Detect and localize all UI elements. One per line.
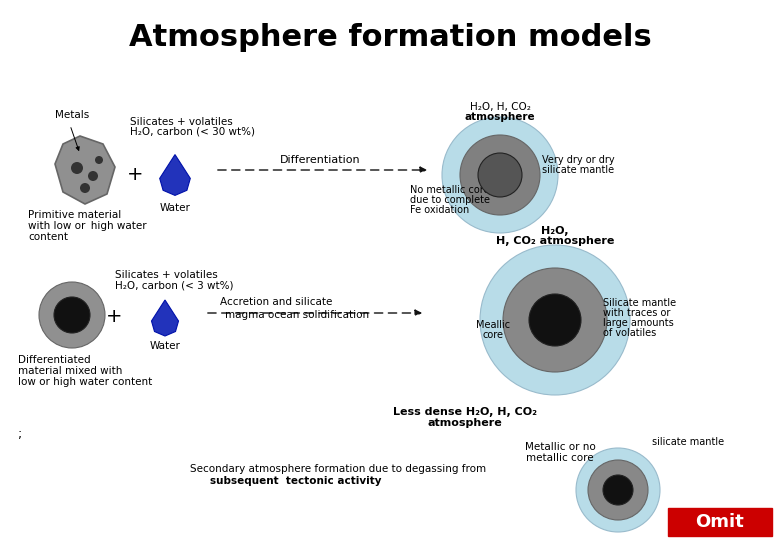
Circle shape (95, 156, 103, 164)
Text: H₂O, carbon (< 30 wt%): H₂O, carbon (< 30 wt%) (130, 127, 255, 137)
Text: of volatiles: of volatiles (603, 328, 656, 338)
Polygon shape (55, 136, 115, 204)
Text: Metallic or no: Metallic or no (525, 442, 595, 452)
Text: Atmosphere formation models: Atmosphere formation models (129, 24, 651, 52)
Text: Omit: Omit (696, 513, 744, 531)
Text: material mixed with: material mixed with (18, 366, 122, 376)
Text: Less dense H₂O, H, CO₂: Less dense H₂O, H, CO₂ (393, 407, 537, 417)
Text: No metallic core: No metallic core (410, 185, 490, 195)
Text: Silicate mantle: Silicate mantle (603, 298, 676, 308)
Text: silicate mantle: silicate mantle (542, 165, 614, 175)
Text: with low or  high water: with low or high water (28, 221, 147, 231)
Circle shape (54, 297, 90, 333)
Text: silicate mantle: silicate mantle (652, 437, 724, 447)
Circle shape (478, 153, 522, 197)
Circle shape (480, 245, 630, 395)
Text: large amounts: large amounts (603, 318, 674, 328)
Text: Secondary atmosphere formation due to degassing from: Secondary atmosphere formation due to de… (190, 464, 486, 474)
Circle shape (576, 448, 660, 532)
Text: H, CO₂ atmosphere: H, CO₂ atmosphere (496, 236, 614, 246)
Circle shape (503, 268, 607, 372)
Text: atmosphere: atmosphere (427, 418, 502, 428)
Text: due to complete: due to complete (410, 195, 490, 205)
Text: +: + (126, 165, 144, 184)
Text: core: core (483, 330, 504, 340)
Text: H₂O, carbon (< 3 wt%): H₂O, carbon (< 3 wt%) (115, 281, 233, 291)
Text: Very dry or dry: Very dry or dry (542, 155, 615, 165)
Circle shape (71, 162, 83, 174)
Text: metallic core: metallic core (526, 453, 594, 463)
Circle shape (588, 460, 648, 520)
Text: atmosphere: atmosphere (465, 112, 535, 122)
Text: Metals: Metals (55, 110, 89, 120)
Circle shape (603, 475, 633, 505)
Text: Differentiation: Differentiation (280, 155, 360, 165)
Circle shape (529, 294, 581, 346)
Polygon shape (160, 154, 190, 195)
Text: Fe oxidation: Fe oxidation (410, 205, 470, 215)
Text: content: content (28, 232, 68, 242)
Text: magma ocean solidification: magma ocean solidification (225, 310, 369, 320)
Text: Silicates + volatiles: Silicates + volatiles (115, 270, 218, 280)
Circle shape (80, 183, 90, 193)
Polygon shape (151, 300, 179, 336)
Text: ;: ; (18, 428, 23, 441)
Text: Water: Water (160, 203, 190, 213)
Circle shape (39, 282, 105, 348)
Text: Differentiated: Differentiated (18, 355, 90, 365)
Text: H₂O,: H₂O, (541, 226, 569, 236)
Text: Primitive material: Primitive material (28, 210, 121, 220)
Text: Silicates + volatiles: Silicates + volatiles (130, 117, 232, 127)
Text: Accretion and silicate: Accretion and silicate (220, 297, 332, 307)
Circle shape (442, 117, 558, 233)
FancyBboxPatch shape (668, 508, 772, 536)
Circle shape (460, 135, 540, 215)
Text: low or high water content: low or high water content (18, 377, 152, 387)
Text: subsequent  tectonic activity: subsequent tectonic activity (210, 476, 381, 486)
Text: Meallic: Meallic (476, 320, 510, 330)
Circle shape (88, 171, 98, 181)
Text: H₂O, H, CO₂: H₂O, H, CO₂ (470, 102, 530, 112)
Text: +: + (106, 307, 122, 327)
Text: Water: Water (150, 341, 180, 351)
Text: with traces or: with traces or (603, 308, 670, 318)
